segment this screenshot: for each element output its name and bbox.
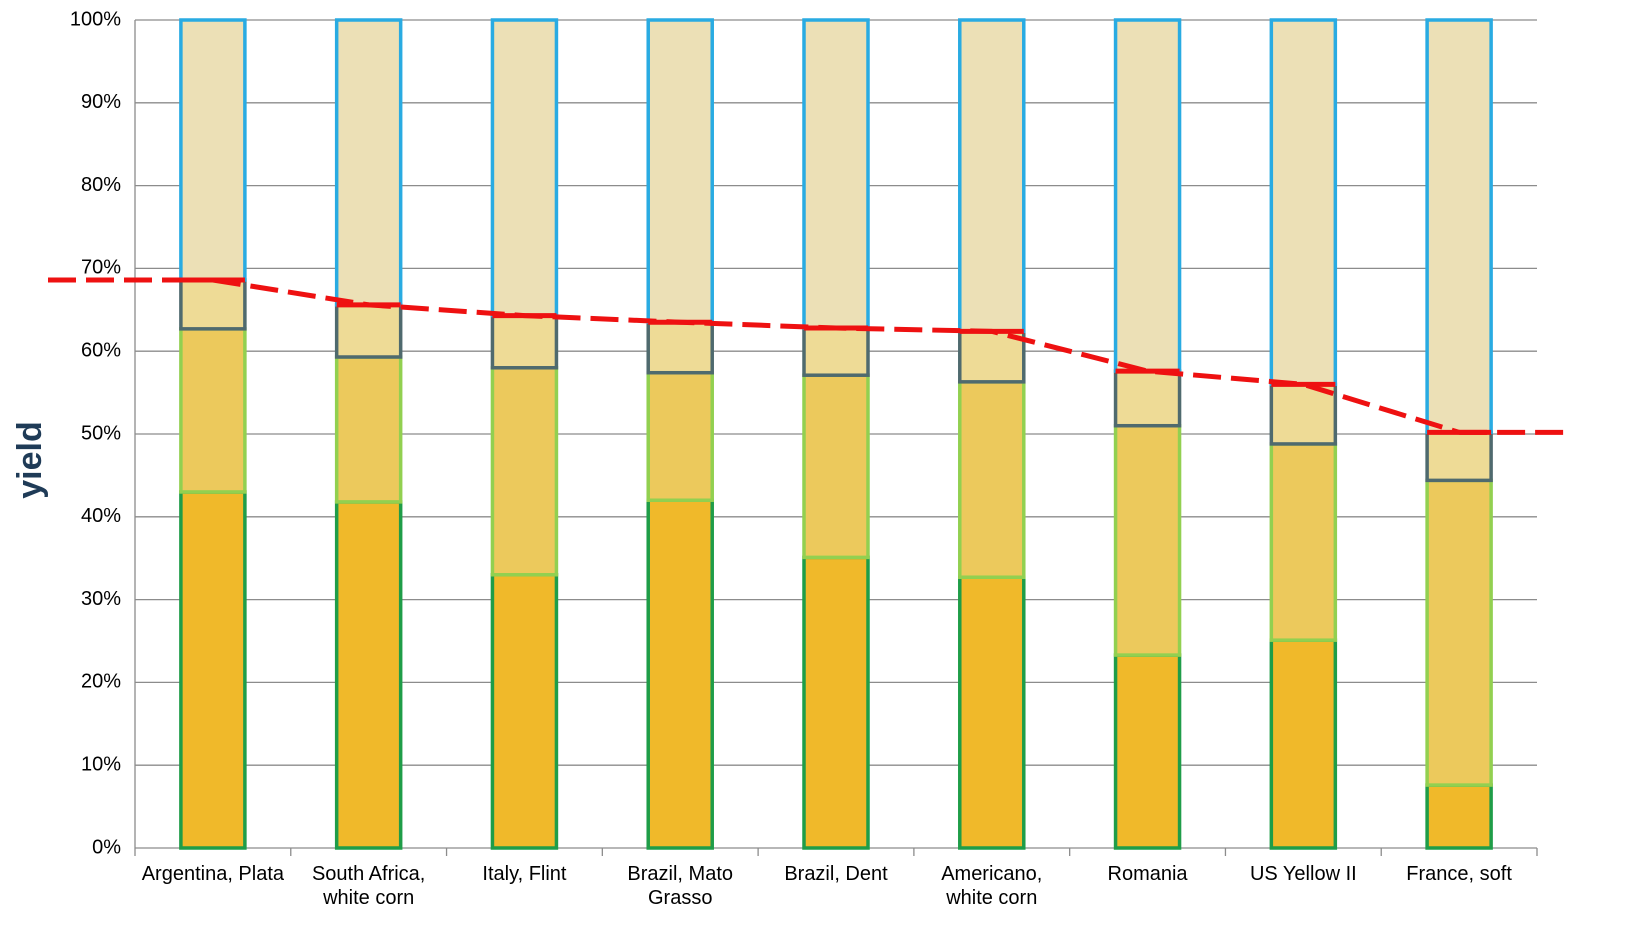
bar-segment — [337, 305, 401, 357]
y-tick-label: 10% — [81, 753, 121, 775]
bar-segment — [804, 557, 868, 848]
bar-segment — [960, 382, 1024, 577]
bar-segment — [1116, 371, 1180, 426]
bar-segment — [1427, 20, 1491, 432]
x-tick-label: Americano, white corn — [917, 862, 1067, 910]
bar-segment — [648, 20, 712, 322]
bar-segment — [648, 322, 712, 373]
bar-segment — [337, 357, 401, 502]
bar-segment — [648, 500, 712, 848]
bar-segment — [337, 20, 401, 305]
bar-segment — [1271, 444, 1335, 640]
y-tick-label: 80% — [81, 174, 121, 196]
x-tick-label: Brazil, Dent — [761, 862, 911, 886]
bar-segment — [1116, 655, 1180, 848]
bar-segment — [960, 577, 1024, 848]
bar-segment — [181, 329, 245, 492]
bar-segment — [1116, 20, 1180, 371]
bar-segment — [1271, 640, 1335, 848]
bar-segment — [960, 20, 1024, 331]
x-tick-label: Brazil, Mato Grasso — [605, 862, 755, 910]
x-tick-label: Argentina, Plata — [138, 862, 288, 886]
y-tick-label: 100% — [70, 8, 121, 30]
x-tick-label: US Yellow II — [1228, 862, 1378, 886]
y-axis-label: yield — [11, 421, 49, 498]
bar-segment — [492, 368, 556, 575]
bar-segment — [492, 316, 556, 368]
bar-segment — [804, 375, 868, 557]
y-tick-label: 20% — [81, 671, 121, 693]
bar-segment — [648, 373, 712, 501]
y-tick-label: 40% — [81, 505, 121, 527]
bar-segment — [181, 492, 245, 848]
bar-segment — [492, 575, 556, 848]
x-tick-label: Italy, Flint — [449, 862, 599, 886]
bar-segment — [1427, 480, 1491, 785]
bar-segment — [804, 20, 868, 328]
chart: yield 0% 10% 20% 30% 40% 50% 60% 70% 80% 90% 100% — [0, 0, 1626, 947]
bar-segment — [181, 280, 245, 329]
bar-segment — [492, 20, 556, 316]
bar-segment — [804, 328, 868, 375]
x-tick-label: France, soft — [1384, 862, 1534, 886]
y-tick-label: 70% — [81, 257, 121, 279]
y-tick-label: 60% — [81, 339, 121, 361]
bar-segment — [1271, 20, 1335, 384]
bar-segment — [1427, 432, 1491, 480]
bar-segment — [337, 502, 401, 848]
bar-segment — [181, 20, 245, 280]
y-tick-label: 30% — [81, 588, 121, 610]
y-tick-label: 90% — [81, 91, 121, 113]
y-tick-label: 50% — [81, 422, 121, 444]
x-tick-label: South Africa, white corn — [294, 862, 444, 910]
bar-segment — [1427, 785, 1491, 848]
y-tick-label: 0% — [92, 836, 121, 858]
bar-segment — [1116, 426, 1180, 655]
x-tick-label: Romania — [1073, 862, 1223, 886]
page: yield 0%10%20%30%40%50%60%70%80%90%100% … — [0, 0, 1626, 947]
